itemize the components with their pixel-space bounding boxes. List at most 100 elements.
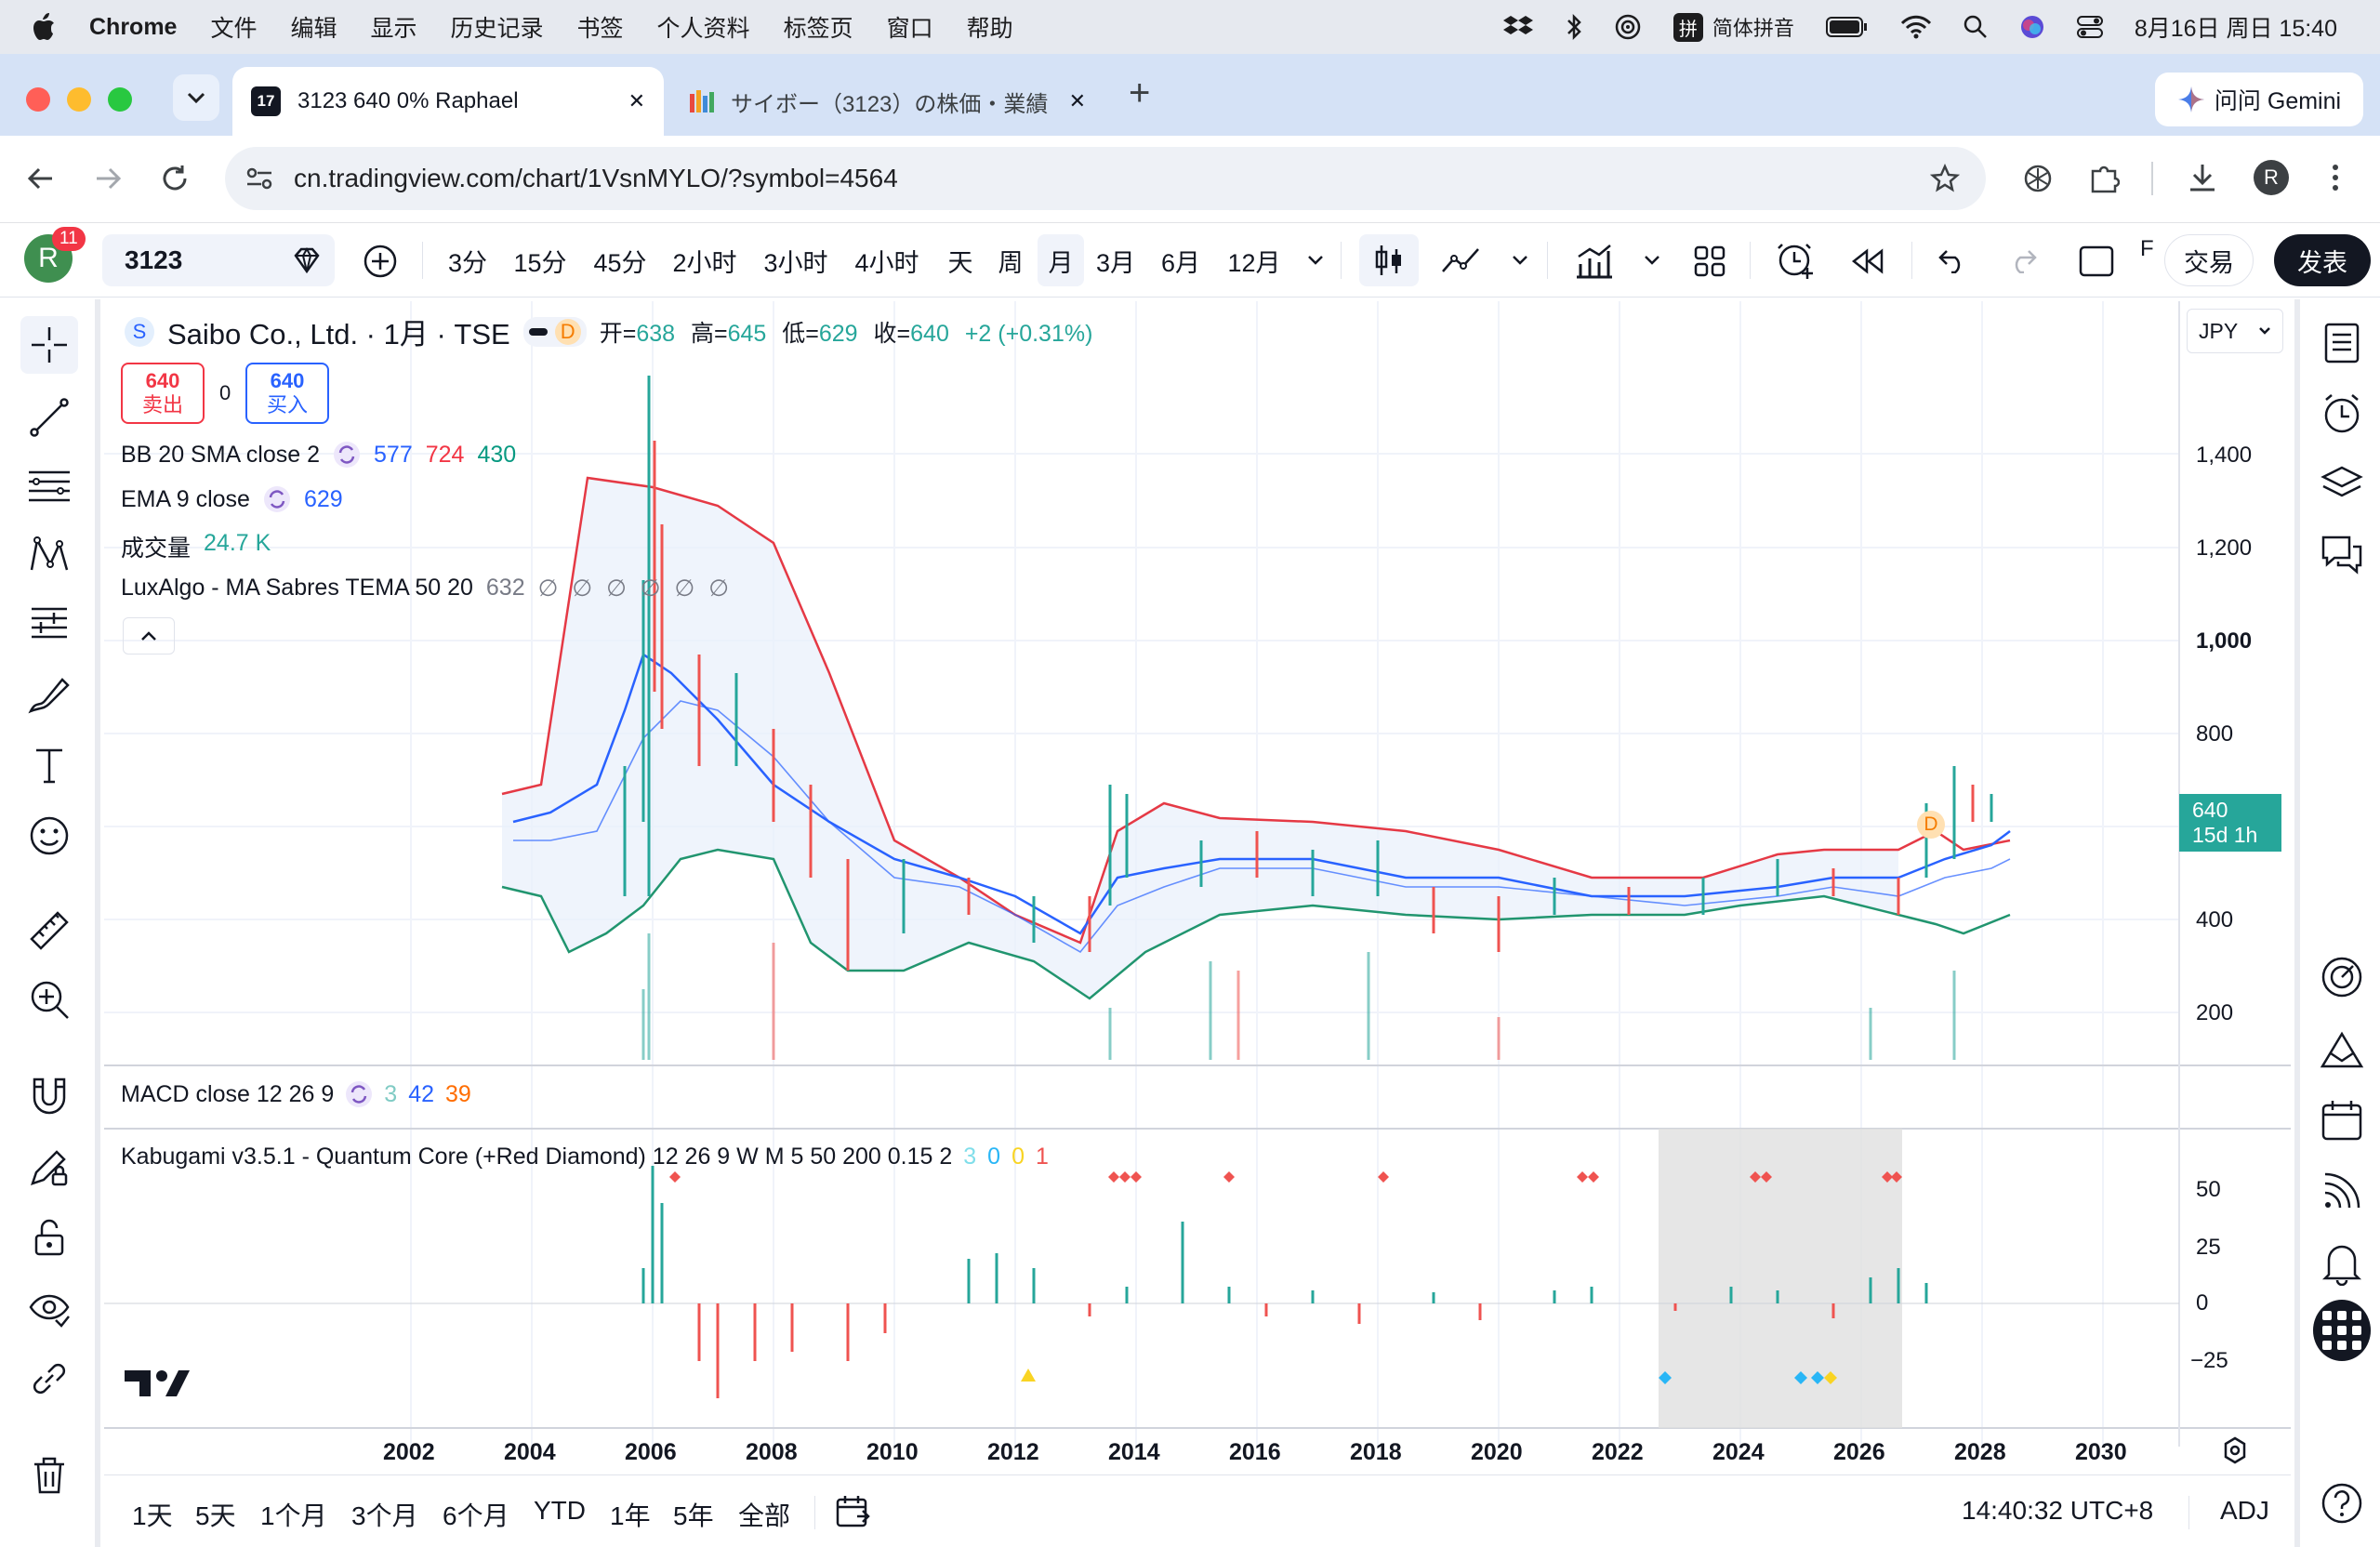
lock-drawings-tool[interactable] bbox=[20, 1209, 78, 1266]
f-toolbar-label[interactable]: F bbox=[2140, 236, 2154, 261]
interval-15m[interactable]: 15分 bbox=[513, 248, 567, 277]
notification-badge[interactable]: 11 bbox=[52, 227, 86, 251]
candles-chart-type-button[interactable] bbox=[1359, 234, 1419, 286]
text-tool[interactable] bbox=[20, 736, 78, 794]
siri-icon[interactable] bbox=[2019, 14, 2045, 40]
more-menu-icon[interactable] bbox=[2330, 162, 2341, 193]
link-drawings-tool[interactable] bbox=[20, 1350, 78, 1408]
interval-45m[interactable]: 45分 bbox=[593, 248, 647, 277]
magnet-tool[interactable] bbox=[20, 1067, 78, 1125]
layouts-grid-icon[interactable] bbox=[1694, 245, 1726, 277]
range-all[interactable]: 全部 bbox=[738, 1501, 791, 1530]
interval-month[interactable]: 月 bbox=[1038, 234, 1084, 286]
profile-avatar[interactable]: R bbox=[2254, 160, 2289, 195]
interval-3h[interactable]: 3小时 bbox=[763, 248, 828, 277]
interval-2h[interactable]: 2小时 bbox=[672, 248, 737, 277]
apple-icon[interactable] bbox=[32, 13, 56, 41]
menubar-item-edit[interactable]: 编辑 bbox=[290, 16, 337, 42]
pattern-tool[interactable] bbox=[20, 526, 78, 584]
menubar-item-bookmarks[interactable]: 书签 bbox=[576, 16, 624, 42]
add-symbol-icon[interactable] bbox=[363, 244, 398, 279]
menubar-item-window[interactable]: 窗口 bbox=[886, 16, 933, 42]
redo-icon[interactable] bbox=[2008, 249, 2038, 273]
interval-3month[interactable]: 3月 bbox=[1095, 248, 1136, 277]
collapse-legend-button[interactable] bbox=[123, 617, 175, 654]
forward-arrow-icon[interactable] bbox=[93, 164, 123, 193]
menubar-item-view[interactable]: 显示 bbox=[370, 16, 417, 42]
interval-dropdown-chevron-icon[interactable] bbox=[1307, 255, 1324, 266]
bluetooth-icon[interactable] bbox=[1566, 13, 1582, 41]
ideas-widget[interactable] bbox=[2313, 1021, 2371, 1078]
wifi-icon[interactable] bbox=[1900, 15, 1932, 39]
chats-widget[interactable] bbox=[2313, 526, 2371, 584]
window-minimize-button[interactable] bbox=[67, 87, 91, 112]
symbol-title[interactable]: Saibo Co., Ltd. · 1月 · TSE bbox=[167, 318, 510, 350]
range-1y[interactable]: 1年 bbox=[610, 1501, 651, 1530]
dropbox-icon[interactable] bbox=[1502, 14, 1534, 40]
volume-indicator-legend[interactable]: 成交量 24.7 K bbox=[121, 530, 271, 563]
watchlist-widget[interactable] bbox=[2313, 314, 2371, 372]
trade-button[interactable]: 交易 bbox=[2164, 234, 2254, 286]
currency-selector[interactable]: JPY bbox=[2187, 309, 2283, 353]
indicators-line-icon[interactable] bbox=[1441, 244, 1482, 277]
gemini-button[interactable]: 问问 Gemini bbox=[2155, 73, 2363, 126]
back-arrow-icon[interactable] bbox=[26, 164, 56, 193]
input-method-indicator[interactable]: 拼 简体拼音 bbox=[1673, 12, 1794, 42]
zoom-in-tool[interactable] bbox=[20, 971, 78, 1028]
adjustment-toggle[interactable]: ADJ bbox=[2220, 1496, 2269, 1525]
tab-tradingview[interactable]: 17 3123 640 0% Raphael ✕ bbox=[232, 67, 664, 136]
range-5d[interactable]: 5天 bbox=[195, 1501, 236, 1530]
indicator-refresh-icon[interactable] bbox=[263, 485, 291, 513]
range-1d[interactable]: 1天 bbox=[132, 1501, 173, 1530]
indicator-refresh-icon[interactable] bbox=[345, 1080, 373, 1108]
forecasting-tool[interactable] bbox=[20, 595, 78, 653]
calendar-widget[interactable] bbox=[2313, 1091, 2371, 1149]
menubar-item-tabs[interactable]: 标签页 bbox=[783, 16, 853, 42]
menubar-item-file[interactable]: 文件 bbox=[210, 16, 258, 42]
notifications-widget[interactable] bbox=[2313, 1235, 2371, 1292]
extensions-puzzle-icon[interactable] bbox=[2088, 162, 2120, 193]
interval-week[interactable]: 周 bbox=[998, 248, 1024, 277]
interval-12month[interactable]: 12月 bbox=[1227, 248, 1281, 277]
brush-tool[interactable] bbox=[20, 666, 78, 723]
interval-4h[interactable]: 4小时 bbox=[854, 248, 919, 277]
help-widget[interactable] bbox=[2313, 1474, 2371, 1532]
menubar-clock[interactable]: 8月16日 周日 15:40 bbox=[2134, 16, 2337, 42]
hide-drawings-tool[interactable] bbox=[20, 1279, 78, 1337]
alerts-widget[interactable] bbox=[2313, 385, 2371, 443]
fullscreen-square-icon[interactable] bbox=[2079, 245, 2114, 277]
luxalgo-indicator-legend[interactable]: LuxAlgo - MA Sabres TEMA 50 20 632 ∅ ∅ ∅… bbox=[121, 575, 733, 602]
indicator-refresh-icon[interactable] bbox=[333, 441, 361, 469]
replay-rewind-icon[interactable] bbox=[1850, 247, 1885, 275]
products-menu-widget[interactable] bbox=[2313, 1300, 2371, 1361]
time-axis[interactable]: 2002 2004 2006 2008 2010 2012 2014 2016 … bbox=[104, 1430, 2179, 1473]
stay-in-drawing-mode-tool[interactable] bbox=[20, 1138, 78, 1196]
news-stream-widget[interactable] bbox=[2313, 1162, 2371, 1220]
download-icon[interactable] bbox=[2187, 162, 2218, 193]
battery-icon[interactable] bbox=[1825, 16, 1869, 38]
tab-close-icon[interactable]: ✕ bbox=[1068, 89, 1086, 112]
range-5y[interactable]: 5年 bbox=[673, 1501, 714, 1530]
go-to-date-icon[interactable] bbox=[835, 1494, 872, 1529]
chatgpt-extension-icon[interactable] bbox=[2021, 162, 2055, 195]
line-dropdown-chevron-icon[interactable] bbox=[1512, 255, 1528, 266]
macd-indicator-legend[interactable]: MACD close 12 26 9 3 42 39 bbox=[121, 1080, 471, 1108]
kabugami-indicator-legend[interactable]: Kabugami v3.5.1 - Quantum Core (+Red Dia… bbox=[121, 1144, 1049, 1170]
remove-drawings-tool[interactable] bbox=[20, 1447, 78, 1504]
tab-search-button[interactable] bbox=[173, 74, 219, 121]
reload-icon[interactable] bbox=[160, 164, 190, 193]
bookmark-star-icon[interactable] bbox=[1930, 164, 1960, 193]
range-ytd[interactable]: YTD bbox=[534, 1496, 586, 1525]
airdrop-icon[interactable] bbox=[1614, 13, 1642, 41]
url-field[interactable]: cn.tradingview.com/chart/1VsnMYLO/?symbo… bbox=[225, 147, 1986, 210]
spotlight-search-icon[interactable] bbox=[1964, 15, 1988, 39]
symbol-search-field[interactable]: 3123 bbox=[102, 234, 335, 286]
range-1m[interactable]: 1个月 bbox=[260, 1501, 327, 1530]
trend-line-tool[interactable] bbox=[20, 389, 78, 446]
price-chart-canvas[interactable] bbox=[104, 301, 2291, 1474]
horizontal-lines-tool[interactable] bbox=[20, 457, 78, 515]
publish-button[interactable]: 发表 bbox=[2274, 234, 2371, 286]
chart-settings-gear-icon[interactable] bbox=[2220, 1435, 2250, 1465]
menubar-item-history[interactable]: 历史记录 bbox=[450, 16, 544, 42]
menubar-app-name[interactable]: Chrome bbox=[89, 13, 178, 40]
